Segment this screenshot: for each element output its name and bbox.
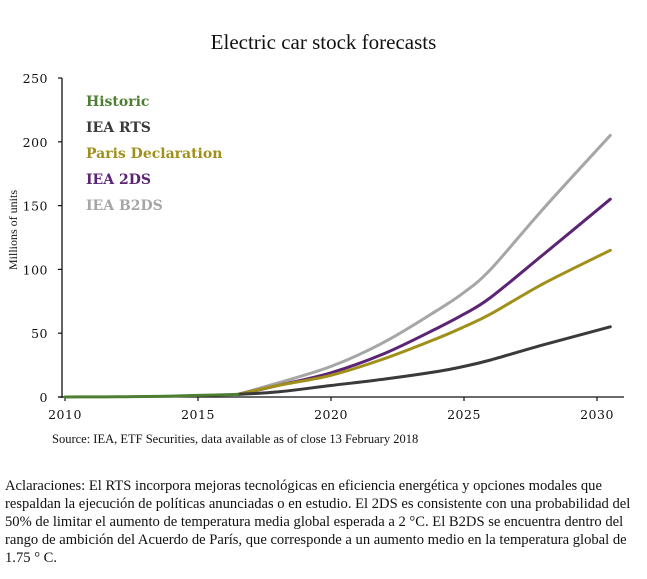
clarification-note: Aclaraciones: El RTS incorpora mejoras t… (5, 478, 631, 566)
series-line-iea-2ds (236, 197, 612, 396)
y-tick-label: 100 (23, 262, 48, 277)
source-note: Source: IEA, ETF Securities, data availa… (52, 432, 419, 446)
y-tick-label: 250 (23, 71, 48, 86)
series-line-paris-declaration (236, 248, 612, 396)
legend: Historic IEA RTS Paris Declaration IEA 2DS I… (86, 94, 222, 214)
series-lines (63, 133, 612, 399)
series-line-historic (63, 392, 240, 399)
y-axis-label: Millions of units (6, 190, 20, 270)
y-tick-label: 150 (23, 199, 48, 214)
legend-entry-iea-rts: IEA RTS (86, 120, 151, 136)
x-tick-label: 2025 (447, 407, 481, 422)
axes: 0 50 100 150 200 250 2010 2015 2020 2025 2030 (23, 71, 624, 422)
series-line-iea-b2ds (236, 133, 612, 396)
y-tick-label: 50 (31, 326, 48, 341)
x-tick-label: 2020 (314, 407, 348, 422)
chart-title: Electric car stock forecasts (210, 30, 437, 54)
y-tick-label: 0 (40, 390, 48, 405)
legend-entry-historic: Historic (86, 94, 149, 110)
legend-entry-iea-b2ds: IEA B2DS (86, 198, 163, 214)
series-line-iea-rts (236, 325, 612, 396)
chart-plot: 0 50 100 150 200 250 2010 2015 2020 2025 2030 Hist… (6, 71, 624, 422)
legend-entry-paris-declaration: Paris Declaration (86, 146, 222, 162)
x-tick-label: 2030 (580, 407, 614, 422)
y-tick-label: 200 (23, 135, 48, 150)
legend-entry-iea-2ds: IEA 2DS (86, 172, 151, 188)
x-tick-label: 2010 (48, 407, 82, 422)
x-tick-label: 2015 (181, 407, 215, 422)
